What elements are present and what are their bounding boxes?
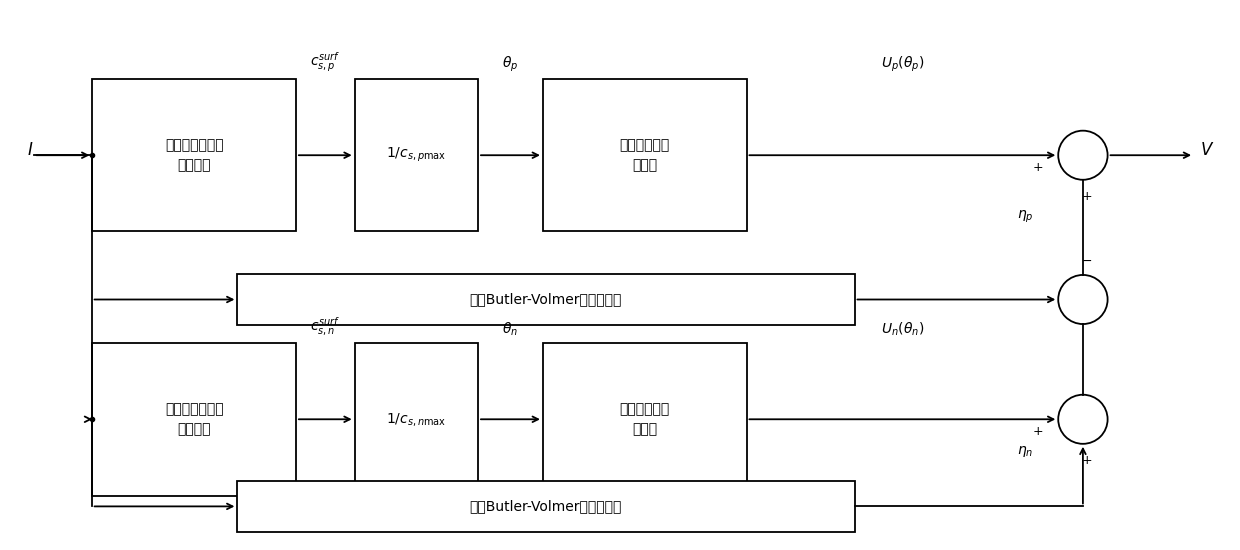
Text: 负极Butler-Volmer动力学公式: 负极Butler-Volmer动力学公式 (470, 499, 622, 513)
Bar (543, 79, 746, 232)
Text: +: + (1033, 425, 1043, 438)
Text: $\theta_n$: $\theta_n$ (502, 320, 518, 338)
Text: $\eta_p$: $\eta_p$ (1017, 208, 1033, 224)
Text: $U_p(\theta_p)$: $U_p(\theta_p)$ (880, 54, 924, 74)
Text: 负极开路电压
表达式: 负极开路电压 表达式 (620, 403, 670, 436)
Text: +: + (1033, 161, 1043, 174)
Text: +: + (1081, 454, 1092, 466)
Text: −: − (1081, 255, 1092, 268)
Bar (355, 79, 479, 232)
Text: $\theta_p$: $\theta_p$ (502, 54, 518, 74)
Text: 正极开路电压
表达式: 正极开路电压 表达式 (620, 139, 670, 172)
Text: $c_{s,n}^{surf}$: $c_{s,n}^{surf}$ (310, 315, 340, 338)
Text: +: + (1081, 190, 1092, 202)
Bar (355, 343, 479, 496)
Text: $c_{s,p}^{surf}$: $c_{s,p}^{surf}$ (310, 50, 340, 74)
Bar (237, 274, 854, 326)
Text: $V$: $V$ (1200, 141, 1214, 159)
Text: 负极固相锂离子
扩散方程: 负极固相锂离子 扩散方程 (165, 403, 223, 436)
Bar (237, 481, 854, 532)
Text: $U_n(\theta_n)$: $U_n(\theta_n)$ (880, 320, 924, 338)
Text: $1/c_{s,n\mathrm{max}}$: $1/c_{s,n\mathrm{max}}$ (386, 411, 446, 428)
Bar (92, 343, 296, 496)
Text: $1/c_{s,p\mathrm{max}}$: $1/c_{s,p\mathrm{max}}$ (386, 146, 446, 164)
Bar (543, 343, 746, 496)
Text: $I$: $I$ (27, 141, 33, 159)
Bar (92, 79, 296, 232)
Text: $\eta_n$: $\eta_n$ (1017, 444, 1033, 459)
Text: 正极固相锂离子
扩散方程: 正极固相锂离子 扩散方程 (165, 139, 223, 172)
Text: 正极Butler-Volmer动力学公式: 正极Butler-Volmer动力学公式 (470, 293, 622, 306)
